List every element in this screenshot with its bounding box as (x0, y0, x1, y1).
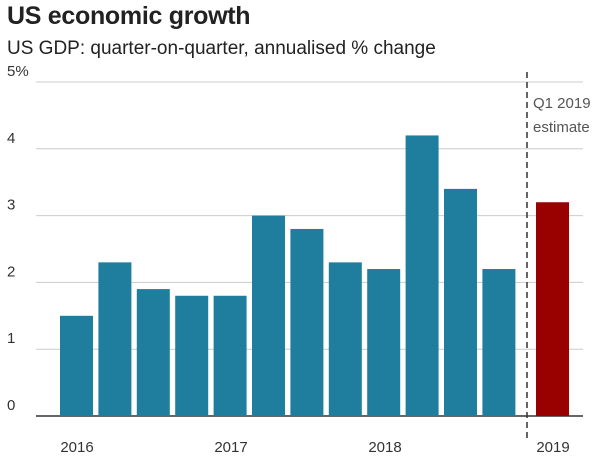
bar (213, 295, 247, 416)
bar (175, 295, 209, 416)
y-axis-labels: 0 1 2 3 4 5% (7, 63, 29, 414)
y-tick-label: 1 (7, 330, 15, 347)
bar (444, 188, 477, 416)
y-tick-label: 5% (7, 63, 29, 80)
y-tick-label: 3 (7, 197, 15, 214)
bar (482, 269, 516, 416)
estimate-annotation-line2: estimate (533, 119, 590, 136)
bar (136, 289, 170, 416)
chart-subtitle: US GDP: quarter-on-quarter, annualised %… (7, 38, 436, 59)
x-tick-label: 2017 (214, 439, 247, 456)
bar (328, 262, 362, 416)
x-axis-labels: 2016 2017 2018 2019 (60, 439, 569, 456)
y-tick-label: 4 (7, 130, 15, 147)
bar (290, 228, 324, 416)
y-tick-label: 0 (7, 397, 15, 414)
y-tick-label: 2 (7, 263, 15, 280)
bar (98, 262, 132, 416)
bar (405, 135, 439, 416)
bars (60, 135, 569, 416)
x-tick-label: 2019 (536, 439, 569, 456)
x-tick-label: 2016 (60, 439, 93, 456)
chart-title: US economic growth (7, 2, 251, 30)
estimate-annotation-line1: Q1 2019 (533, 95, 591, 112)
x-tick-label: 2018 (368, 439, 401, 456)
bar (252, 215, 285, 416)
bar (60, 315, 93, 416)
bar-estimate (536, 202, 569, 416)
bar (367, 269, 401, 416)
